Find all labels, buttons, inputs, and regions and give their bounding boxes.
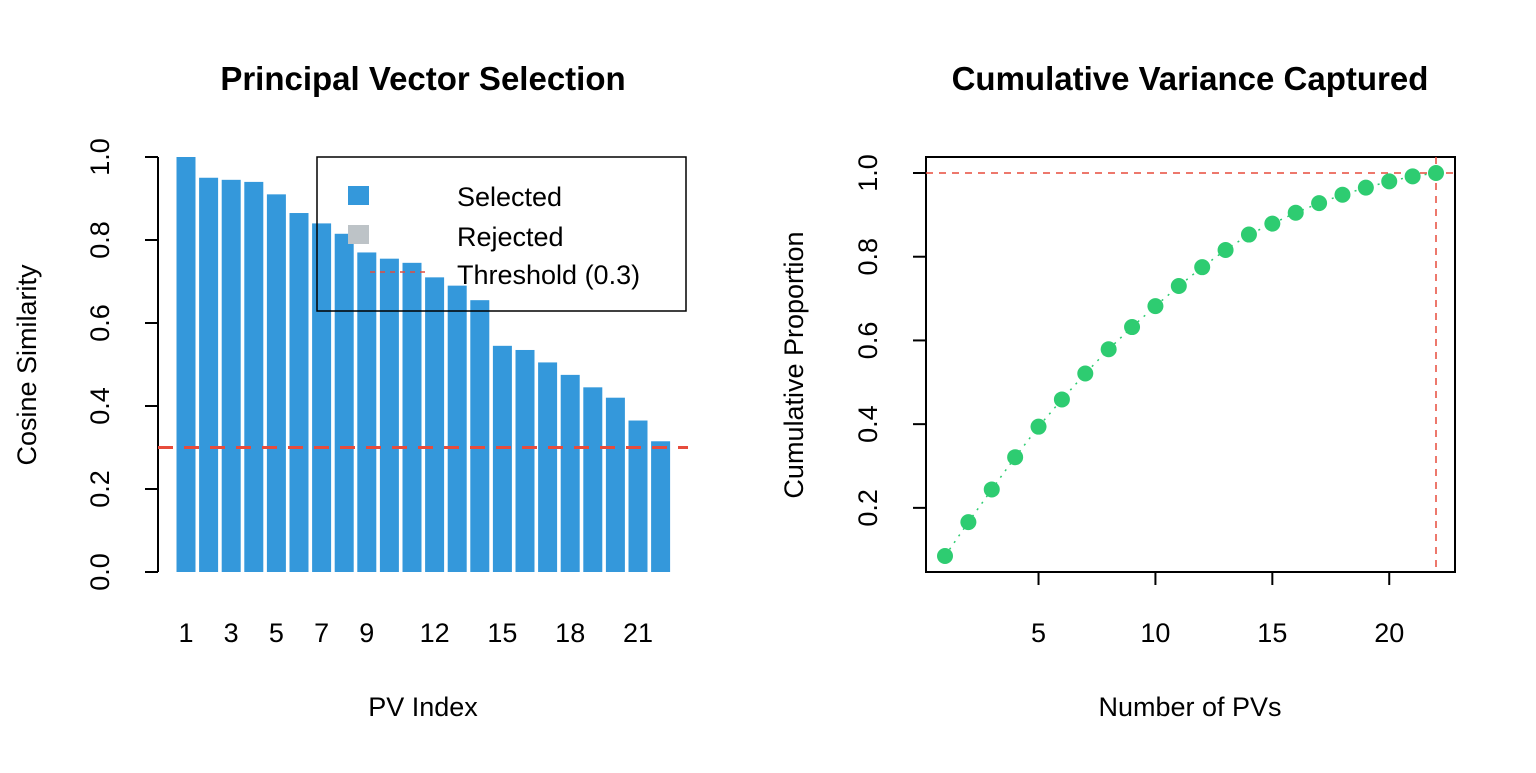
left-x-tick-label: 18 [555, 618, 585, 648]
data-point [1217, 242, 1234, 259]
data-point [1287, 204, 1304, 221]
data-point [1053, 391, 1070, 408]
bar [289, 213, 309, 572]
bar [538, 362, 558, 572]
bar [176, 157, 196, 572]
bar [402, 262, 422, 572]
left-y-tick-label: 1.0 [85, 138, 115, 176]
right-points [937, 165, 1444, 564]
right-y-tick-label: 0.4 [853, 405, 883, 443]
data-point [1381, 173, 1398, 190]
left-y-tick-label: 0.2 [85, 470, 115, 508]
bar [515, 349, 535, 572]
bar [425, 277, 445, 572]
left-y-axis: 0.0 0.2 0.4 0.6 0.8 1.0 [85, 138, 159, 591]
legend: Selected Rejected Threshold (0.3) [316, 156, 687, 312]
right-x-tick-label: 5 [1031, 618, 1046, 648]
right-x-tick-label: 10 [1140, 618, 1170, 648]
bar [357, 252, 377, 572]
bar [312, 223, 332, 572]
legend-rejected-swatch [348, 225, 369, 244]
bar [628, 420, 648, 572]
data-point [937, 548, 953, 564]
bar [605, 397, 625, 572]
right-x-axis-label: Number of PVs [1098, 692, 1281, 722]
data-point [1311, 195, 1328, 212]
bar [266, 194, 286, 572]
right-y-tick-label: 0.2 [853, 489, 883, 527]
data-point [1170, 278, 1187, 295]
bar [244, 181, 264, 572]
left-chart-title: Principal Vector Selection [220, 60, 625, 97]
data-point [1100, 341, 1117, 358]
data-point [1264, 215, 1281, 232]
data-point [1147, 298, 1164, 315]
bar [651, 441, 671, 572]
left-y-tick-label: 0.6 [85, 304, 115, 342]
right-y-tick-label: 1.0 [853, 154, 883, 192]
bar [560, 374, 580, 572]
data-point [1030, 418, 1047, 435]
right-x-tick-label: 20 [1374, 618, 1404, 648]
left-x-tick-label: 1 [178, 618, 193, 648]
data-point [1240, 226, 1257, 243]
right-plot-frame [925, 156, 1456, 573]
bar [221, 179, 241, 572]
left-y-tick-label: 0.4 [85, 387, 115, 425]
data-point [1357, 179, 1374, 196]
left-x-tick-label: 12 [420, 618, 450, 648]
left-bars [176, 157, 671, 572]
left-x-tick-label: 21 [623, 618, 653, 648]
left-x-tick-label: 7 [314, 618, 329, 648]
data-point [1124, 319, 1141, 336]
left-y-tick-label: 0.0 [85, 553, 115, 591]
bar [379, 258, 399, 572]
legend-box [316, 156, 687, 312]
bar [199, 177, 219, 572]
left-x-ticks: 1 3 5 7 9 12 15 18 21 [178, 618, 653, 648]
bar [492, 345, 512, 572]
right-y-axis-label: Cumulative Proportion [779, 231, 809, 498]
bar [334, 233, 354, 572]
left-x-tick-label: 9 [359, 618, 374, 648]
left-x-tick-label: 3 [224, 618, 239, 648]
data-point [1404, 168, 1421, 185]
left-x-tick-label: 15 [487, 618, 517, 648]
right-y-tick-label: 0.8 [853, 238, 883, 276]
series-line [944, 172, 1437, 557]
data-point [1334, 186, 1351, 203]
right-axes: 5 10 15 20 0.2 0.4 0.6 0.8 1.0 [853, 154, 1404, 648]
bar [583, 387, 603, 572]
data-point [960, 514, 977, 531]
bar [447, 285, 467, 572]
data-point [1077, 365, 1094, 382]
data-point [1007, 449, 1024, 466]
left-x-axis-label: PV Index [368, 692, 478, 722]
left-y-tick-label: 0.8 [85, 221, 115, 259]
data-point [1194, 259, 1211, 276]
left-x-tick-label: 5 [269, 618, 284, 648]
left-y-axis-label: Cosine Similarity [12, 264, 42, 466]
legend-selected-label: Selected [457, 182, 562, 212]
right-x-tick-label: 15 [1257, 618, 1287, 648]
data-point [1428, 165, 1444, 181]
bar [470, 300, 490, 572]
legend-selected-swatch [348, 186, 369, 205]
legend-rejected-label: Rejected [457, 222, 564, 252]
data-point [983, 481, 1000, 498]
right-chart-title: Cumulative Variance Captured [952, 60, 1429, 97]
right-reference-lines [926, 157, 1455, 572]
right-y-tick-label: 0.6 [853, 322, 883, 360]
legend-threshold-label: Threshold (0.3) [457, 260, 640, 290]
